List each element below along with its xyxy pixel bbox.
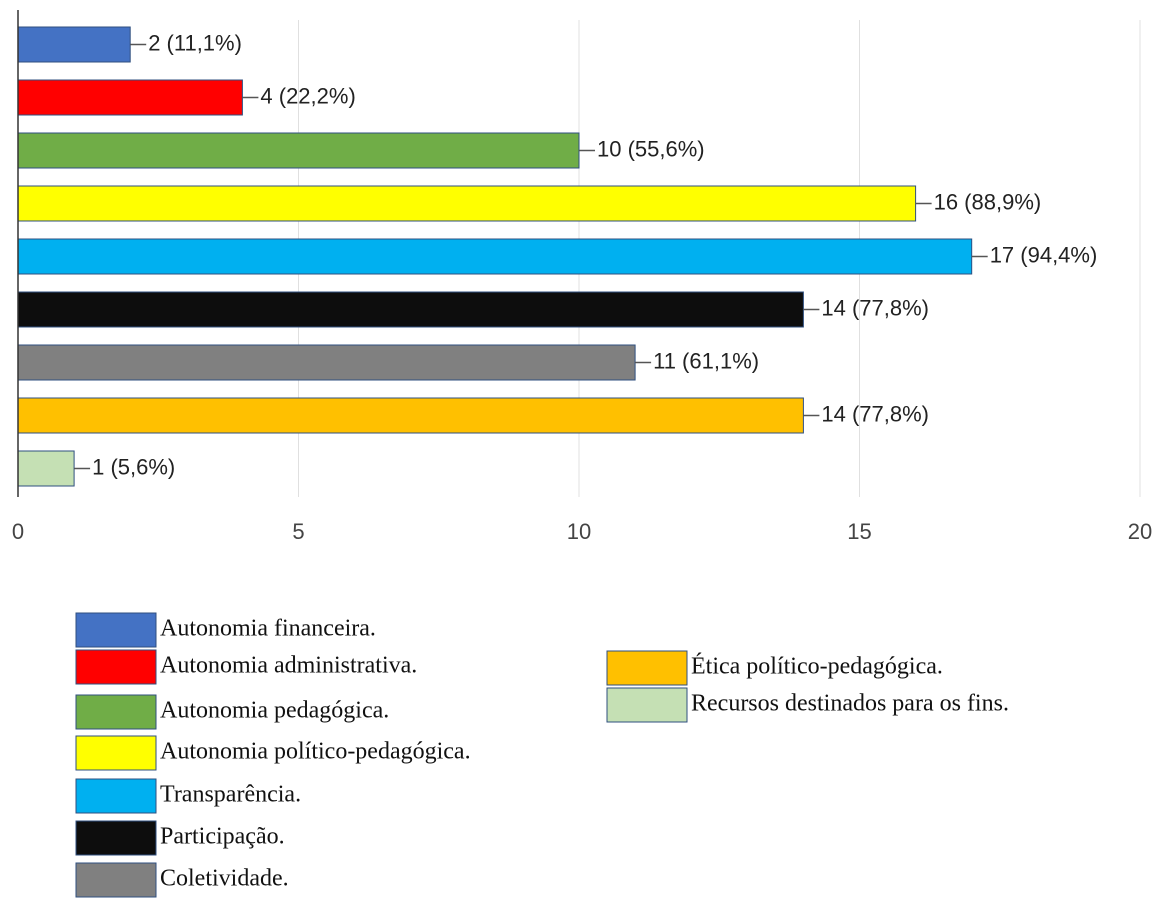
x-tick-label: 15 <box>847 519 871 544</box>
legend-label: Coletividade. <box>160 866 289 892</box>
legend-label: Participação. <box>160 824 285 850</box>
x-tick-label: 5 <box>292 519 304 544</box>
legend-swatch <box>75 862 157 898</box>
data-label: 14 (77,8%) <box>821 295 929 320</box>
legend-swatch <box>75 735 157 771</box>
legend-swatch <box>75 778 157 814</box>
data-label: 14 (77,8%) <box>821 401 929 426</box>
legend-label: Recursos destinados para os fins. <box>691 691 1009 717</box>
data-label: 17 (94,4%) <box>990 242 1098 267</box>
bar <box>17 450 75 487</box>
bar <box>17 132 580 169</box>
legend-swatch <box>606 650 688 686</box>
legend-swatch <box>606 687 688 723</box>
legend-label: Transparência. <box>160 782 301 808</box>
bar <box>17 238 973 275</box>
bar <box>17 79 243 116</box>
bar <box>17 291 804 328</box>
bar <box>17 185 917 222</box>
data-label: 1 (5,6%) <box>92 454 175 479</box>
legend-swatch <box>75 694 157 730</box>
legend-swatch <box>75 820 157 856</box>
legend-swatch <box>75 612 157 648</box>
bar <box>17 397 804 434</box>
bar <box>17 344 636 381</box>
data-label: 16 (88,9%) <box>934 189 1042 214</box>
data-label: 11 (61,1%) <box>653 348 759 373</box>
legend-label: Ética político-pedagógica. <box>691 654 943 680</box>
legend-label: Autonomia político-pedagógica. <box>160 739 471 765</box>
x-tick-label: 10 <box>567 519 591 544</box>
legend-label: Autonomia pedagógica. <box>160 698 389 724</box>
legend-label: Autonomia financeira. <box>160 616 376 642</box>
data-label: 2 (11,1%) <box>148 30 242 55</box>
data-label: 4 (22,2%) <box>260 83 355 108</box>
x-tick-label: 20 <box>1128 519 1152 544</box>
legend-label: Autonomia administrativa. <box>160 653 417 679</box>
data-label: 10 (55,6%) <box>597 136 705 161</box>
x-tick-label: 0 <box>12 519 24 544</box>
legend-swatch <box>75 649 157 685</box>
bar <box>17 26 131 63</box>
